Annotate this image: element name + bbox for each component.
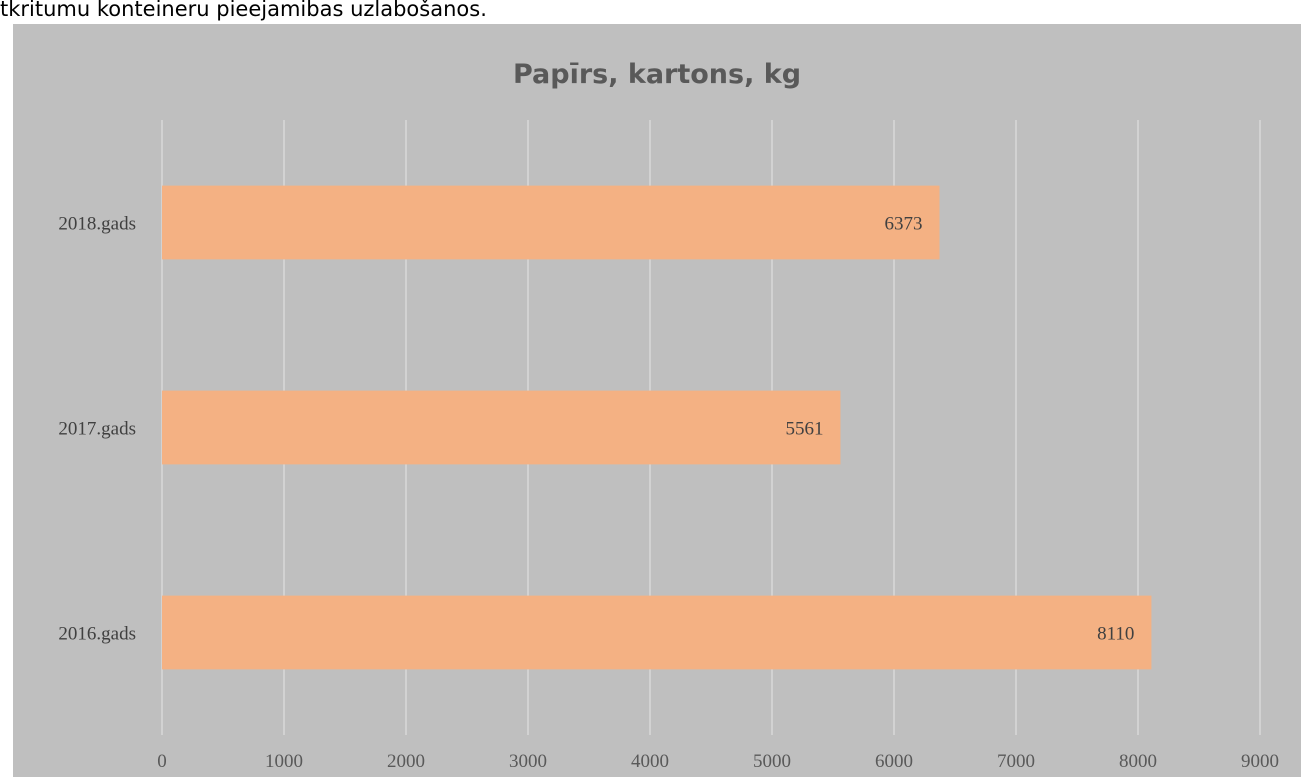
x-tick-label-3000: 3000 <box>509 751 547 772</box>
data-label-2017.gads: 5561 <box>785 419 823 440</box>
bar-2018.gads <box>162 185 940 260</box>
category-label-2017.gads: 2017.gads <box>58 419 136 440</box>
x-tick-label-5000: 5000 <box>753 751 791 772</box>
x-tick-label-4000: 4000 <box>631 751 669 772</box>
x-tick-label-1000: 1000 <box>265 751 303 772</box>
x-tick-label-2000: 2000 <box>387 751 425 772</box>
bar-2017.gads <box>162 390 841 465</box>
x-tick-label-6000: 6000 <box>875 751 913 772</box>
x-tick-label-0: 0 <box>157 751 167 772</box>
x-tick-label-9000: 9000 <box>1241 751 1279 772</box>
labels: 0 1000 2000 3000 4000 5000 6000 7000 8000 9000 201… <box>58 214 1279 773</box>
bar-2016.gads <box>162 595 1152 670</box>
bar-chart: Papīrs, kartons, kg 0 1000 2000 3000 4000 500… <box>58 59 1279 773</box>
page-text-above: tkritumu konteineru pieejamibas uzlaboša… <box>0 0 487 21</box>
bars <box>162 185 1152 670</box>
data-label-2016.gads: 8110 <box>1097 624 1134 645</box>
chart-area: Papīrs, kartons, kg 0 1000 2000 3000 4000 500… <box>13 24 1301 777</box>
category-label-2016.gads: 2016.gads <box>58 624 136 645</box>
chart-title: Papīrs, kartons, kg <box>513 59 801 90</box>
x-tick-label-7000: 7000 <box>997 751 1035 772</box>
data-label-2018.gads: 6373 <box>885 214 923 235</box>
x-tick-label-8000: 8000 <box>1119 751 1157 772</box>
category-label-2018.gads: 2018.gads <box>58 214 136 235</box>
